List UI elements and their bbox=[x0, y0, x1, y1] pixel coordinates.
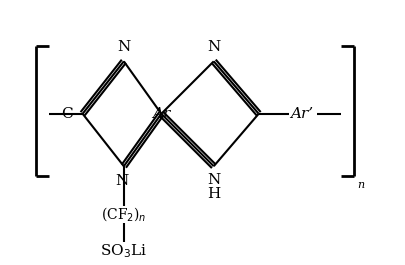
Text: C: C bbox=[61, 107, 73, 121]
Text: N: N bbox=[115, 174, 128, 188]
Text: N: N bbox=[207, 40, 220, 54]
Text: Ar’: Ar’ bbox=[290, 107, 313, 121]
Text: H: H bbox=[207, 187, 220, 201]
Text: Ar: Ar bbox=[152, 107, 171, 121]
Text: (CF$_2$)$_n$: (CF$_2$)$_n$ bbox=[101, 205, 147, 223]
Text: SO$_3$Li: SO$_3$Li bbox=[100, 243, 147, 260]
Text: N: N bbox=[207, 174, 220, 187]
Text: n: n bbox=[357, 180, 364, 191]
Text: N: N bbox=[117, 40, 130, 54]
